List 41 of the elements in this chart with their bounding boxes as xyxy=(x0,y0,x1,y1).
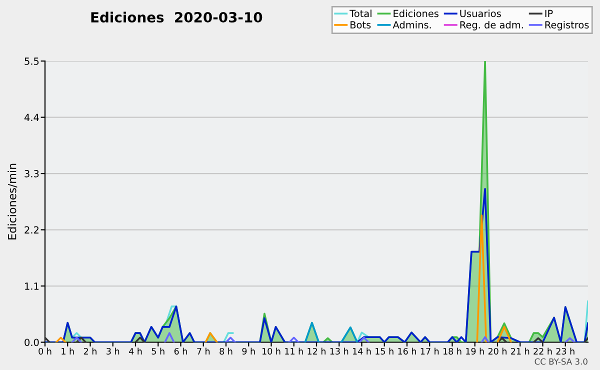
x-tick-label: 17 h xyxy=(420,348,439,354)
legend-label: IP xyxy=(545,10,553,18)
legend-label: Reg. de adm. xyxy=(460,20,523,30)
x-tick-label: 3 h xyxy=(106,348,120,355)
x-tick-label: 4 h xyxy=(128,348,142,354)
x-tick-label: 0 h xyxy=(38,348,52,355)
legend-label: Bots xyxy=(350,21,371,29)
x-tick-label: 9 h xyxy=(242,348,255,355)
x-tick-label: 2 h xyxy=(84,348,96,354)
x-tick-label: 6 h xyxy=(174,348,187,355)
x-tick-label: 15 h xyxy=(376,348,394,355)
x-tick-label: 5 h xyxy=(152,348,164,355)
x-tick-label: 16 h xyxy=(398,348,416,355)
legend-label: Admins. xyxy=(392,20,431,29)
y-tick-label: 3.3 xyxy=(24,170,39,178)
chart-title: Ediciones 2020-03-10 xyxy=(91,12,262,23)
y-tick-label: 4.4 xyxy=(24,114,39,121)
legend-label: Total xyxy=(350,10,372,18)
x-tick-label: 1 h xyxy=(62,348,74,354)
x-tick-label: 7 h xyxy=(197,348,210,354)
y-axis-title: Ediciones/min xyxy=(8,164,18,240)
y-tick-label: 2.2 xyxy=(24,226,38,234)
x-tick-label: 22 h xyxy=(534,348,552,354)
x-tick-label: 21 h xyxy=(511,348,530,354)
x-tick-label: 14 h xyxy=(352,348,371,354)
x-tick-label: 20 h xyxy=(488,348,506,355)
legend-label: Registros xyxy=(545,20,589,30)
y-tick-label: 5.5 xyxy=(24,58,39,65)
legend-label: Usuarios xyxy=(460,10,501,18)
text: CC BY-SA 3.0 xyxy=(534,358,588,365)
x-tick-label: 8 h xyxy=(220,348,232,355)
x-tick-label: 13 h xyxy=(330,348,348,355)
legend-label: Ediciones xyxy=(394,10,438,18)
y-tick-label: 0.0 xyxy=(24,338,39,346)
x-tick-label: 18 h xyxy=(443,348,462,355)
y-tick-label: 1.1 xyxy=(25,282,39,290)
x-tick-label: 12 h xyxy=(308,348,326,354)
x-tick-label: 10 h xyxy=(262,348,280,355)
x-tick-label: 11 h xyxy=(285,348,303,354)
x-tick-label: 19 h xyxy=(466,348,484,355)
x-tick-label: 23 h xyxy=(556,348,574,355)
